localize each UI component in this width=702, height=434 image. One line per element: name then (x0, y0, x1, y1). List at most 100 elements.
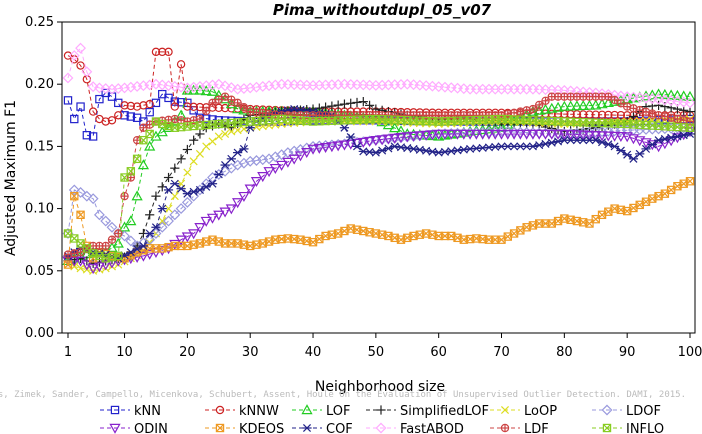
point-odin (213, 210, 225, 221)
point-odin (583, 130, 596, 141)
series-fastabod (62, 42, 696, 109)
point-odin (269, 163, 281, 174)
point-odin (137, 251, 150, 262)
point-odin (238, 191, 250, 202)
point-knnw (101, 117, 110, 126)
point-odin (232, 198, 244, 209)
point-cof (679, 131, 689, 140)
legend-label-knn: kNN (134, 404, 161, 419)
legend-marker-ldof (601, 404, 613, 416)
point-odin (508, 129, 520, 140)
point-knnw (189, 102, 198, 112)
point-knn (63, 96, 73, 105)
legend-marker-knn (110, 405, 120, 415)
point-lof (571, 100, 583, 111)
point-simplifiedlof (151, 191, 161, 201)
point-cof (427, 147, 438, 156)
y-tick-label: 0.25 (25, 15, 54, 30)
point-knnw (120, 101, 129, 110)
watermark: Campos, Zimek, Sander, Campello, Micenko… (0, 390, 686, 400)
point-odin (395, 132, 407, 144)
point-lof (552, 101, 564, 112)
point-knn (176, 98, 186, 107)
point-lof (583, 99, 596, 110)
legend-item-inflo: INFLO (592, 422, 664, 434)
point-odin (181, 232, 193, 243)
point-knnw (114, 111, 123, 120)
point-fastabod (81, 66, 93, 78)
legend-marker-ldf (500, 423, 510, 433)
legend-marker-lof (301, 404, 313, 415)
point-odin (275, 160, 288, 171)
legend-label-loop: LoOP (524, 404, 557, 419)
point-cof (207, 179, 218, 188)
x-tick-label: 10 (116, 345, 133, 360)
point-odin (420, 130, 432, 141)
legend-marker-cof (302, 423, 312, 433)
legend-marker-simplifiedlof (376, 405, 386, 415)
point-odin (338, 140, 351, 151)
point-odin (521, 129, 533, 140)
point-cof (220, 161, 230, 170)
point-lof (546, 102, 558, 113)
point-odin (464, 129, 476, 140)
legend-item-knnw: kNNW (205, 404, 279, 419)
point-knn (95, 94, 104, 104)
point-odin (288, 154, 300, 165)
point-ldof (93, 209, 105, 221)
point-knn (82, 131, 92, 140)
point-loop (221, 129, 230, 138)
y-tick-label: 0.20 (25, 77, 54, 92)
point-fastabod (68, 50, 80, 62)
point-odin (376, 135, 388, 146)
point-inflo (132, 154, 142, 164)
point-odin (458, 129, 470, 140)
point-loop (164, 204, 173, 213)
point-fastabod (150, 78, 162, 90)
point-simplifiedlof (364, 100, 375, 110)
point-lof (194, 84, 206, 95)
point-ldof (75, 186, 87, 198)
point-ldof (200, 178, 212, 190)
point-cof (239, 144, 249, 153)
point-cof (616, 146, 626, 155)
point-fastabod (659, 94, 671, 106)
point-lof (558, 100, 570, 111)
point-lof (125, 215, 137, 226)
point-cof (151, 223, 161, 232)
point-lof (200, 85, 212, 96)
point-cof (157, 204, 167, 213)
point-fastabod (678, 96, 690, 108)
point-knn (70, 114, 79, 124)
y-tick-label: 0.10 (25, 202, 54, 217)
point-lof (489, 122, 501, 133)
point-fastabod (62, 72, 74, 84)
point-odin (206, 213, 219, 224)
series-inflo (63, 114, 695, 263)
point-simplifiedlof (358, 97, 368, 107)
legend: kNN kNNW LOF SimplifiedLOF LoOP LDOF ODIN KDEOS… (100, 404, 664, 434)
point-odin (558, 129, 570, 140)
legend-label-lof: LOF (326, 404, 351, 419)
point-odin (294, 151, 307, 162)
point-ldf (202, 106, 211, 116)
point-knnw (176, 60, 186, 69)
x-tick-label: 30 (242, 345, 259, 360)
point-odin (552, 129, 564, 140)
point-lof (602, 97, 614, 108)
point-odin (426, 130, 439, 141)
point-odin (439, 129, 451, 140)
point-odin (100, 260, 112, 271)
point-ldf (239, 103, 249, 112)
point-odin (665, 136, 677, 147)
legend-marker-loop (500, 405, 510, 415)
point-odin (307, 144, 319, 155)
point-odin (489, 129, 501, 140)
point-odin (370, 135, 382, 147)
legend-marker-fastabod (375, 422, 387, 434)
point-loop (208, 137, 217, 146)
point-fastabod (163, 80, 174, 92)
point-fastabod (87, 81, 99, 93)
point-cof (528, 142, 538, 151)
legend-label-ldf: LDF (524, 422, 549, 434)
